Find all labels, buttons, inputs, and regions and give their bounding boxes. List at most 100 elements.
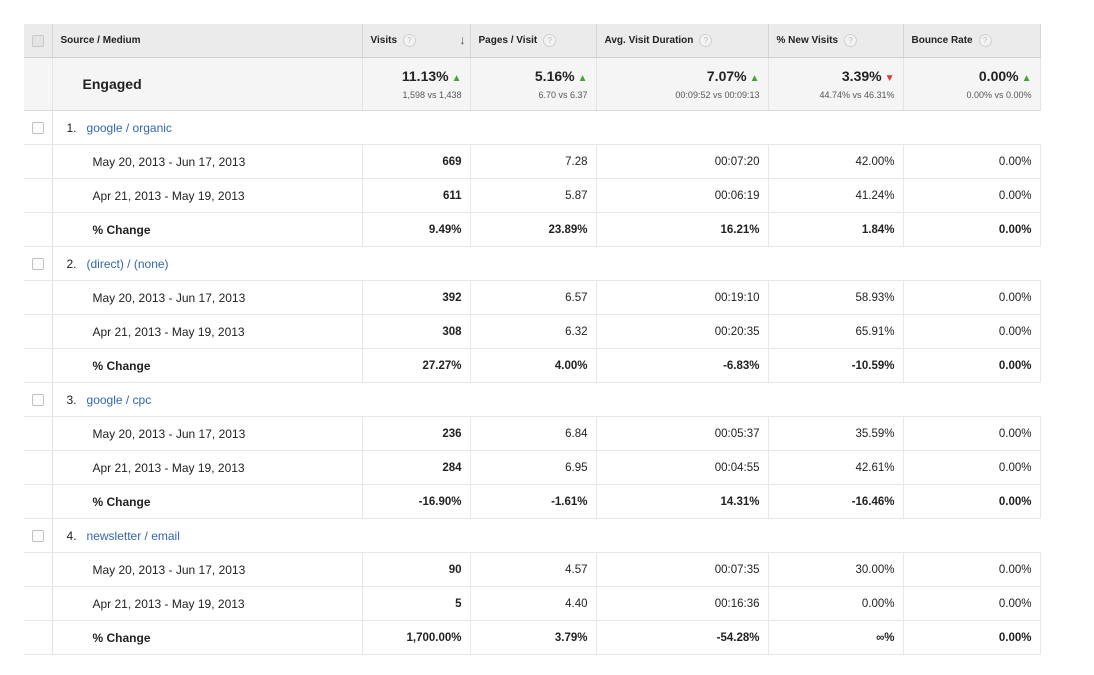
row-checkbox[interactable] <box>31 122 44 135</box>
visits-value: 27.27% <box>362 348 471 383</box>
new-visits-value: 42.00% <box>768 144 904 179</box>
bounce-rate-value: 0.00% <box>903 178 1041 213</box>
visits-value: 611 <box>362 178 471 213</box>
pages-visit-value: 3.79% <box>470 620 597 655</box>
visits-value: 9.49% <box>362 212 471 247</box>
row-checkbox[interactable] <box>31 394 44 407</box>
engaged-bounce-rate-compare: 0.00% vs 0.00% <box>966 90 1032 100</box>
avg-duration-value: 00:06:19 <box>596 178 769 213</box>
row-index: 4. <box>66 528 77 543</box>
help-icon[interactable]: ? <box>699 34 713 47</box>
source-medium-cell: 2. (direct) / (none) <box>52 246 362 281</box>
bounce-rate-value: 0.00% <box>903 144 1041 179</box>
report-table: Source / Medium Visits? ↓ Pages / Visit? … <box>24 24 1041 655</box>
row-checkbox-cell[interactable] <box>24 382 53 417</box>
sort-descending-icon[interactable]: ↓ <box>459 33 466 47</box>
trend-up-icon: ▲ <box>749 73 760 84</box>
new-visits-value: 65.91% <box>768 314 904 349</box>
new-visits-value: 0.00% <box>768 586 904 621</box>
empty-check-cell <box>24 178 53 213</box>
row-label: % Change <box>52 484 363 519</box>
pages-visit-value: 6.57 <box>470 280 597 315</box>
source-medium-link[interactable]: google / organic <box>86 120 172 135</box>
empty-check-cell <box>24 586 53 621</box>
source-medium-cell: 1. google / organic <box>52 110 362 145</box>
row-label: Apr 21, 2013 - May 19, 2013 <box>52 314 363 349</box>
source-medium-link[interactable]: (direct) / (none) <box>86 256 169 271</box>
engaged-visits: 11.13% ▲ 1,598 vs 1,438 <box>362 57 471 111</box>
new-visits-value: 1.84% <box>768 212 904 247</box>
source-medium-link[interactable]: newsletter / email <box>86 528 180 543</box>
new-visits-value: 35.59% <box>768 416 904 451</box>
bounce-rate-value: 0.00% <box>903 314 1041 349</box>
empty-check-cell <box>24 212 53 247</box>
date-range-row: Apr 21, 2013 - May 19, 2013 611 5.87 00:06:… <box>24 178 1041 213</box>
help-icon[interactable]: ? <box>403 34 416 47</box>
row-checkbox[interactable] <box>31 530 44 543</box>
source-group-row: 4. newsletter / email <box>24 518 1040 553</box>
row-label: May 20, 2013 - Jun 17, 2013 <box>52 416 363 451</box>
source-group-row: 1. google / organic <box>24 110 1040 145</box>
pages-visit-value: 4.00% <box>470 348 597 383</box>
row-checkbox-cell[interactable] <box>24 518 53 553</box>
percent-change-row: % Change 9.49% 23.89% 16.21% 1.84% 0.00% <box>24 212 1041 247</box>
row-index: 1. <box>66 120 77 135</box>
group-blank-cell <box>362 110 1040 145</box>
visits-value: -16.90% <box>362 484 471 519</box>
empty-check-cell <box>24 484 53 519</box>
visits-value: 392 <box>362 280 471 315</box>
group-blank-cell <box>362 518 1040 553</box>
header-bounce-rate[interactable]: Bounce Rate? <box>903 24 1041 58</box>
row-checkbox-cell[interactable] <box>24 110 53 145</box>
row-label: % Change <box>52 620 363 655</box>
new-visits-value: 42.61% <box>768 450 904 485</box>
header-avg-visit-duration[interactable]: Avg. Visit Duration? <box>596 24 769 58</box>
help-icon[interactable]: ? <box>543 34 557 47</box>
avg-duration-value: 16.21% <box>596 212 769 247</box>
header-bounce-rate-label: Bounce Rate <box>911 35 973 47</box>
bounce-rate-value: 0.00% <box>903 586 1041 621</box>
new-visits-value: 30.00% <box>768 552 904 587</box>
group-blank-cell <box>362 382 1040 417</box>
engaged-avg-duration: 7.07% ▲ 00:09:52 vs 00:09:13 <box>596 57 769 111</box>
avg-duration-value: 14.31% <box>596 484 769 519</box>
empty-check-cell <box>24 620 53 655</box>
row-label: May 20, 2013 - Jun 17, 2013 <box>52 552 363 587</box>
source-medium-link[interactable]: google / cpc <box>86 392 152 407</box>
group-blank-cell <box>362 246 1040 281</box>
header-avg-duration-label: Avg. Visit Duration <box>604 35 694 47</box>
avg-duration-value: -54.28% <box>596 620 769 655</box>
engaged-new-visits-compare: 44.74% vs 46.31% <box>819 90 895 100</box>
engaged-pages-visit: 5.16% ▲ 6.70 vs 6.37 <box>470 57 597 111</box>
new-visits-value: 58.93% <box>768 280 904 315</box>
engaged-pages-visit-pct: 5.16% <box>534 68 575 84</box>
pages-visit-value: -1.61% <box>470 484 597 519</box>
empty-check-cell <box>24 416 53 451</box>
header-source-medium[interactable]: Source / Medium <box>52 24 363 58</box>
header-new-visits[interactable]: % New Visits? <box>768 24 904 58</box>
header-visits[interactable]: Visits? ↓ <box>362 24 471 58</box>
empty-check-cell <box>24 552 53 587</box>
header-pages-visit[interactable]: Pages / Visit? <box>470 24 597 58</box>
empty-check-cell <box>24 348 53 383</box>
date-range-row: May 20, 2013 - Jun 17, 2013 90 4.57 00:07:3… <box>24 552 1041 587</box>
date-range-row: Apr 21, 2013 - May 19, 2013 5 4.40 00:16:36… <box>24 586 1041 621</box>
source-medium-cell: 3. google / cpc <box>52 382 362 417</box>
date-range-row: Apr 21, 2013 - May 19, 2013 284 6.95 00:04:… <box>24 450 1041 485</box>
pages-visit-value: 6.84 <box>470 416 597 451</box>
source-medium-cell: 4. newsletter / email <box>52 518 362 553</box>
bounce-rate-value: 0.00% <box>903 280 1041 315</box>
select-all-checkbox-cell[interactable] <box>24 24 53 58</box>
select-all-checkbox[interactable] <box>31 34 44 47</box>
avg-duration-value: 00:07:35 <box>596 552 769 587</box>
help-icon[interactable]: ? <box>978 34 992 47</box>
row-label: May 20, 2013 - Jun 17, 2013 <box>52 144 363 179</box>
table-header-row: Source / Medium Visits? ↓ Pages / Visit? … <box>24 24 1041 58</box>
bounce-rate-value: 0.00% <box>903 552 1041 587</box>
row-checkbox-cell[interactable] <box>24 246 53 281</box>
header-new-visits-label: % New Visits <box>776 35 839 47</box>
header-source-label: Source / Medium <box>60 35 141 46</box>
help-icon[interactable]: ? <box>844 34 858 47</box>
empty-check-cell <box>24 144 53 179</box>
row-checkbox[interactable] <box>31 258 44 271</box>
